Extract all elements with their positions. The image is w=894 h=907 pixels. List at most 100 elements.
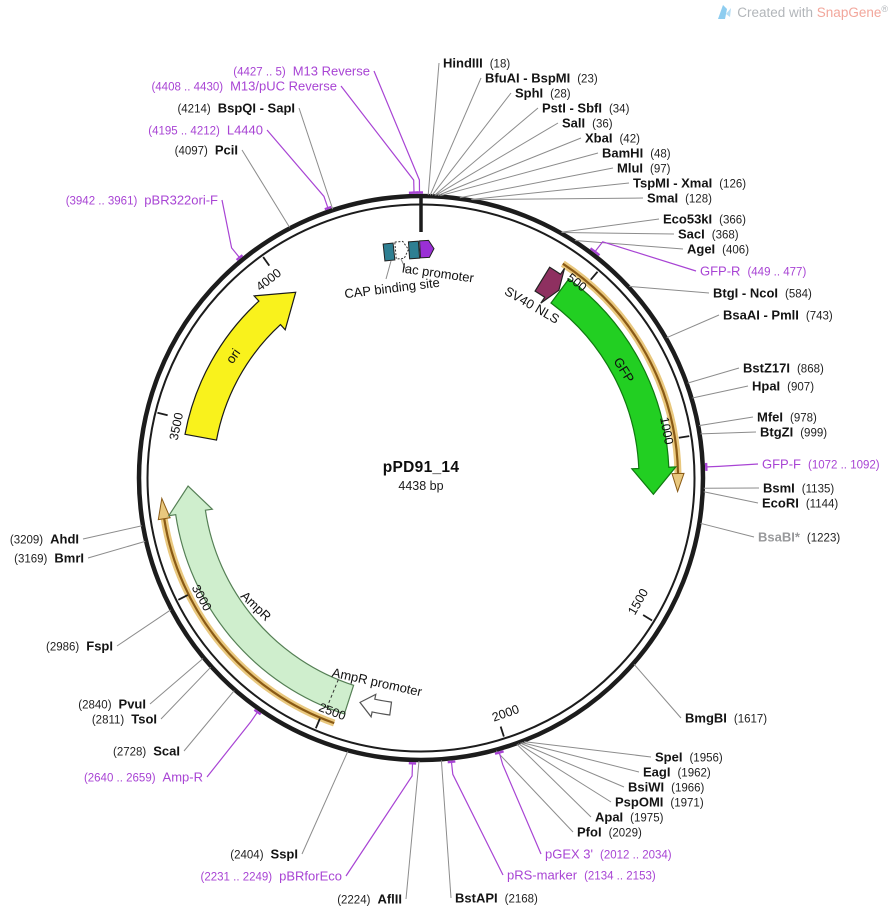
site-label-tspmi-xmai[interactable]: TspMI - XmaI (126) bbox=[633, 176, 746, 191]
scale-tick-4000 bbox=[262, 256, 271, 267]
site-label-mlui[interactable]: MluI (97) bbox=[617, 161, 670, 176]
site-label-bspqi-sapi[interactable]: (4214) BspQI - SapI bbox=[177, 101, 295, 116]
primer-range-mark-gfp-r bbox=[589, 247, 601, 257]
scale-tick-500 bbox=[590, 271, 599, 281]
site-position: (34) bbox=[608, 103, 630, 116]
site-label-bmgbi[interactable]: BmgBI (1617) bbox=[685, 711, 767, 726]
scale-label-1000: 1000 bbox=[657, 416, 676, 446]
callout-line-l4440 bbox=[266, 129, 329, 208]
site-label-pfoi[interactable]: PfoI (2029) bbox=[577, 825, 642, 840]
feature-ampr-promoter[interactable] bbox=[359, 693, 393, 719]
site-label-bmri[interactable]: (3169) BmrI bbox=[14, 551, 84, 566]
site-label-bsaai-pmli[interactable]: BsaAI - PmlI (743) bbox=[723, 308, 833, 323]
site-label-spei[interactable]: SpeI (1956) bbox=[655, 750, 723, 765]
site-name: AhdI bbox=[50, 531, 79, 547]
promoter-arrow[interactable] bbox=[419, 239, 435, 259]
callout-line-amp-r bbox=[206, 712, 258, 778]
callout-line-sphi bbox=[431, 92, 512, 196]
feature-gfp[interactable] bbox=[550, 278, 678, 496]
site-label-sspi[interactable]: (2404) SspI bbox=[230, 847, 298, 862]
site-position: (584) bbox=[785, 288, 812, 301]
site-label-hpai[interactable]: HpaI (907) bbox=[752, 379, 814, 394]
site-label-sali[interactable]: SalI (36) bbox=[562, 116, 613, 131]
callout-line-aflii bbox=[405, 760, 420, 900]
site-position: (2728) bbox=[113, 746, 147, 759]
site-name: BspQI - SapI bbox=[217, 100, 295, 116]
site-label-pvui[interactable]: (2840) PvuI bbox=[78, 697, 146, 712]
site-label-apai[interactable]: ApaI (1975) bbox=[595, 810, 663, 825]
site-label-mfei[interactable]: MfeI (978) bbox=[757, 410, 817, 425]
callout-line-smai bbox=[471, 197, 644, 201]
primer-label-pbrforeco[interactable]: (2231 .. 2249) pBRforEco bbox=[201, 869, 342, 884]
site-label-scai[interactable]: (2728) ScaI bbox=[113, 744, 180, 759]
primer-label-m13-reverse[interactable]: (4427 .. 5) M13 Reverse bbox=[233, 64, 370, 79]
site-name: BsaBI* bbox=[758, 529, 800, 545]
site-name: GFP-R bbox=[700, 263, 741, 279]
site-label-bsabi[interactable]: BsaBI* (1223) bbox=[758, 530, 840, 545]
site-label-sphi[interactable]: SphI (28) bbox=[515, 86, 571, 101]
site-position: (18) bbox=[489, 58, 511, 71]
primer-label-amp-r[interactable]: (2640 .. 2659) Amp-R bbox=[84, 770, 203, 785]
callout-line-ecori bbox=[703, 491, 759, 504]
site-label-eagi[interactable]: EagI (1962) bbox=[643, 765, 711, 780]
site-label-tsoi[interactable]: (2811) TsoI bbox=[92, 712, 157, 727]
site-label-aflii[interactable]: (2224) AflII bbox=[337, 892, 402, 907]
site-position: (36) bbox=[592, 118, 613, 131]
primer-label-gfp-r[interactable]: GFP-R (449 .. 477) bbox=[700, 264, 806, 279]
site-label-smai[interactable]: SmaI (128) bbox=[647, 191, 712, 206]
primer-label-pgex-3[interactable]: pGEX 3' (2012 .. 2034) bbox=[545, 847, 672, 862]
site-name: ScaI bbox=[153, 743, 180, 759]
watermark-registered-mark: ® bbox=[881, 4, 888, 14]
primer-label-pbr322ori-f[interactable]: (3942 .. 3961) pBR322ori-F bbox=[66, 193, 218, 208]
site-name: BamHI bbox=[602, 145, 644, 161]
callout-line-bsaai-pmli bbox=[666, 314, 720, 339]
primer-label-prs-marker[interactable]: pRS-marker (2134 .. 2153) bbox=[507, 868, 656, 883]
site-name: pRS-marker bbox=[507, 867, 578, 883]
site-name: HpaI bbox=[752, 378, 781, 394]
site-position: (1975) bbox=[630, 812, 664, 825]
site-label-agei[interactable]: AgeI (406) bbox=[687, 242, 749, 257]
site-name: BmrI bbox=[54, 550, 84, 566]
site-label-saci[interactable]: SacI (368) bbox=[678, 227, 739, 242]
site-label-ecori[interactable]: EcoRI (1144) bbox=[762, 496, 838, 511]
callout-line-mfei bbox=[699, 416, 754, 427]
callout-line-bstapi bbox=[440, 760, 452, 899]
site-label-bfuai-bspmi[interactable]: BfuAI - BspMI (23) bbox=[485, 71, 598, 86]
site-label-bamhi[interactable]: BamHI (48) bbox=[602, 146, 671, 161]
site-label-btgzi[interactable]: BtgZI (999) bbox=[760, 425, 827, 440]
primer-label-gfp-f[interactable]: GFP-F (1072 .. 1092) bbox=[762, 457, 880, 472]
site-label-bstz17i[interactable]: BstZ17I (868) bbox=[743, 361, 824, 376]
site-label-eco53ki[interactable]: Eco53kI (366) bbox=[663, 212, 746, 227]
site-label-pspomi[interactable]: PspOMI (1971) bbox=[615, 795, 704, 810]
site-label-fspi[interactable]: (2986) FspI bbox=[46, 639, 113, 654]
callout-line-hindiii bbox=[427, 62, 440, 196]
site-name: M13 Reverse bbox=[292, 63, 370, 79]
site-position: (1966) bbox=[671, 782, 705, 795]
site-position: (4195 .. 4212) bbox=[148, 125, 220, 138]
site-label-bsmi[interactable]: BsmI (1135) bbox=[763, 481, 834, 496]
feature-ampr[interactable] bbox=[167, 485, 355, 715]
cap-binding-site-box-1[interactable] bbox=[382, 242, 396, 262]
primer-label-l4440[interactable]: (4195 .. 4212) L4440 bbox=[148, 123, 263, 138]
site-position: (128) bbox=[685, 193, 712, 206]
primer-label-m13-puc-reverse[interactable]: (4408 .. 4430) M13/pUC Reverse bbox=[151, 79, 337, 94]
scale-label-2000: 2000 bbox=[490, 702, 521, 725]
cap-binding-site-box-2[interactable] bbox=[407, 240, 421, 260]
site-name: L4440 bbox=[226, 122, 263, 138]
lac-promoter-arrow[interactable] bbox=[394, 240, 410, 260]
site-label-xbai[interactable]: XbaI (42) bbox=[585, 131, 640, 146]
site-label-hindiii[interactable]: HindIII (18) bbox=[443, 56, 510, 71]
callout-line-m13-puc-reverse bbox=[340, 85, 415, 193]
site-label-pcii[interactable]: (4097) PciI bbox=[175, 143, 238, 158]
site-label-bsiwi[interactable]: BsiWI (1966) bbox=[628, 780, 704, 795]
callout-line-pfoi bbox=[495, 750, 574, 833]
feature-ori[interactable] bbox=[184, 291, 297, 441]
site-label-bstapi[interactable]: BstAPI (2168) bbox=[455, 891, 538, 906]
feature-sv40-nls[interactable] bbox=[534, 266, 566, 304]
site-label-btgi-ncoi[interactable]: BtgI - NcoI (584) bbox=[713, 286, 812, 301]
site-label-psti-sbfi[interactable]: PstI - SbfI (34) bbox=[542, 101, 629, 116]
site-label-ahdi[interactable]: (3209) AhdI bbox=[10, 532, 79, 547]
site-position: (28) bbox=[550, 88, 571, 101]
